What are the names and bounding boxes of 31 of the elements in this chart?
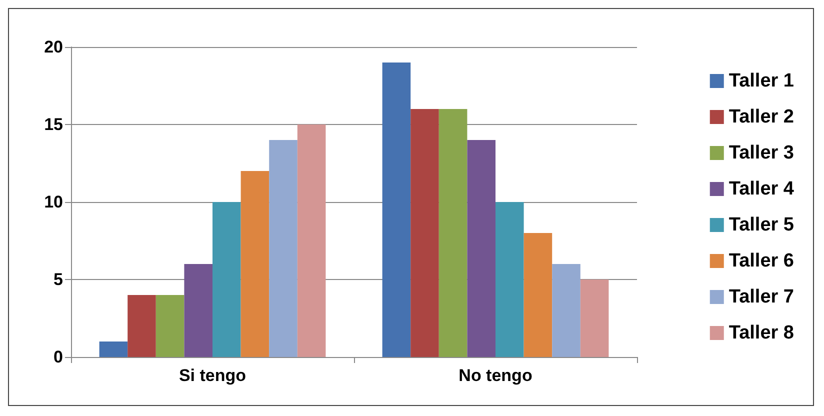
bar bbox=[496, 202, 524, 357]
y-tick-label: 5 bbox=[54, 270, 63, 289]
bar bbox=[128, 295, 156, 357]
bar bbox=[240, 171, 270, 357]
bar bbox=[212, 202, 241, 357]
legend-label: Taller 3 bbox=[728, 142, 794, 164]
bar bbox=[467, 140, 496, 357]
bar bbox=[269, 140, 298, 357]
legend-label: Taller 5 bbox=[728, 214, 794, 236]
legend-label: Taller 1 bbox=[728, 70, 794, 92]
y-tick-label: 0 bbox=[54, 348, 63, 366]
legend-label: Taller 2 bbox=[728, 106, 794, 128]
x-tick-label: No tengo bbox=[458, 366, 532, 385]
y-tick-label: 15 bbox=[44, 115, 63, 134]
bar bbox=[438, 109, 468, 357]
y-tick-label: 10 bbox=[44, 192, 63, 212]
legend-label: Taller 4 bbox=[728, 178, 794, 200]
bar bbox=[410, 109, 439, 357]
bar bbox=[156, 295, 184, 357]
y-tick-label: 20 bbox=[44, 38, 63, 56]
bar bbox=[297, 124, 326, 357]
bar bbox=[184, 264, 212, 357]
legend-label: Taller 8 bbox=[728, 322, 794, 344]
bar bbox=[580, 280, 609, 357]
bar bbox=[552, 264, 580, 357]
legend-label: Taller 6 bbox=[728, 250, 794, 272]
bar bbox=[524, 233, 552, 357]
legend-label: Taller 7 bbox=[728, 286, 794, 308]
bar bbox=[99, 342, 128, 357]
bar bbox=[382, 62, 411, 357]
x-tick-label: Si tengo bbox=[178, 366, 246, 385]
